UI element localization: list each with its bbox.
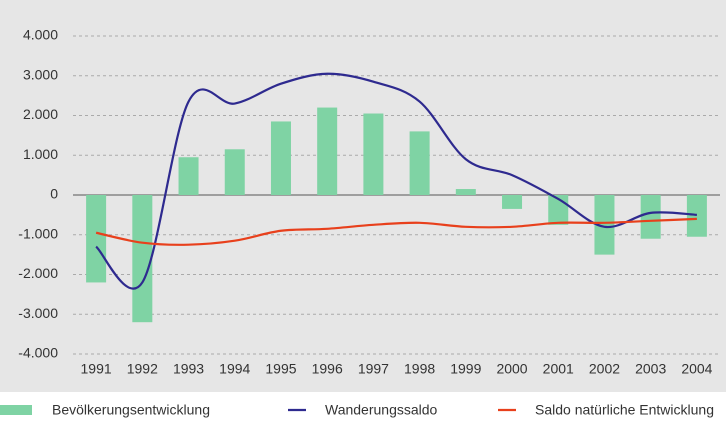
- y-tick-label: -4.000: [18, 345, 58, 361]
- legend-label: Bevölkerungsentwicklung: [52, 402, 210, 418]
- x-tick-label: 2000: [496, 361, 527, 377]
- x-tick-label: 1993: [173, 361, 204, 377]
- bar: [409, 131, 430, 195]
- x-tick-label: 2004: [681, 361, 712, 377]
- bar: [594, 195, 615, 255]
- x-tick-label: 1997: [358, 361, 389, 377]
- bar: [224, 149, 245, 195]
- line: [95, 217, 697, 246]
- bar: [178, 157, 199, 195]
- x-tick-label: 1995: [265, 361, 296, 377]
- y-tick-label: 3.000: [23, 66, 58, 82]
- bar: [270, 121, 291, 195]
- y-tick-label: -3.000: [18, 305, 58, 321]
- x-tick-label: 1992: [127, 361, 158, 377]
- x-tick-label: 1998: [404, 361, 435, 377]
- x-tick-label: 2002: [589, 361, 620, 377]
- legend-label: Saldo natürliche Entwicklung: [535, 402, 714, 418]
- bar: [686, 195, 707, 237]
- x-tick-label: 1991: [81, 361, 112, 377]
- bar: [455, 189, 476, 195]
- legend-label: Wanderungssaldo: [325, 402, 438, 418]
- y-tick-label: 0: [50, 186, 58, 202]
- x-tick-label: 2001: [543, 361, 574, 377]
- plot-background: [0, 0, 726, 392]
- x-tick-label: 1994: [219, 361, 250, 377]
- bar: [132, 195, 153, 323]
- x-tick-label: 1999: [450, 361, 481, 377]
- bar: [317, 107, 338, 195]
- bar: [363, 113, 384, 195]
- y-tick-label: 2.000: [23, 106, 58, 122]
- x-tick-label: 1996: [312, 361, 343, 377]
- y-tick-label: 1.000: [23, 146, 58, 162]
- y-tick-label: -1.000: [18, 225, 58, 241]
- y-tick-label: 4.000: [23, 27, 58, 43]
- bar: [502, 195, 523, 209]
- bar: [640, 195, 661, 239]
- y-tick-label: -2.000: [18, 265, 58, 281]
- line: [95, 72, 697, 290]
- bar: [86, 195, 107, 283]
- x-tick-label: 2003: [635, 361, 666, 377]
- legend-swatch: [0, 405, 32, 415]
